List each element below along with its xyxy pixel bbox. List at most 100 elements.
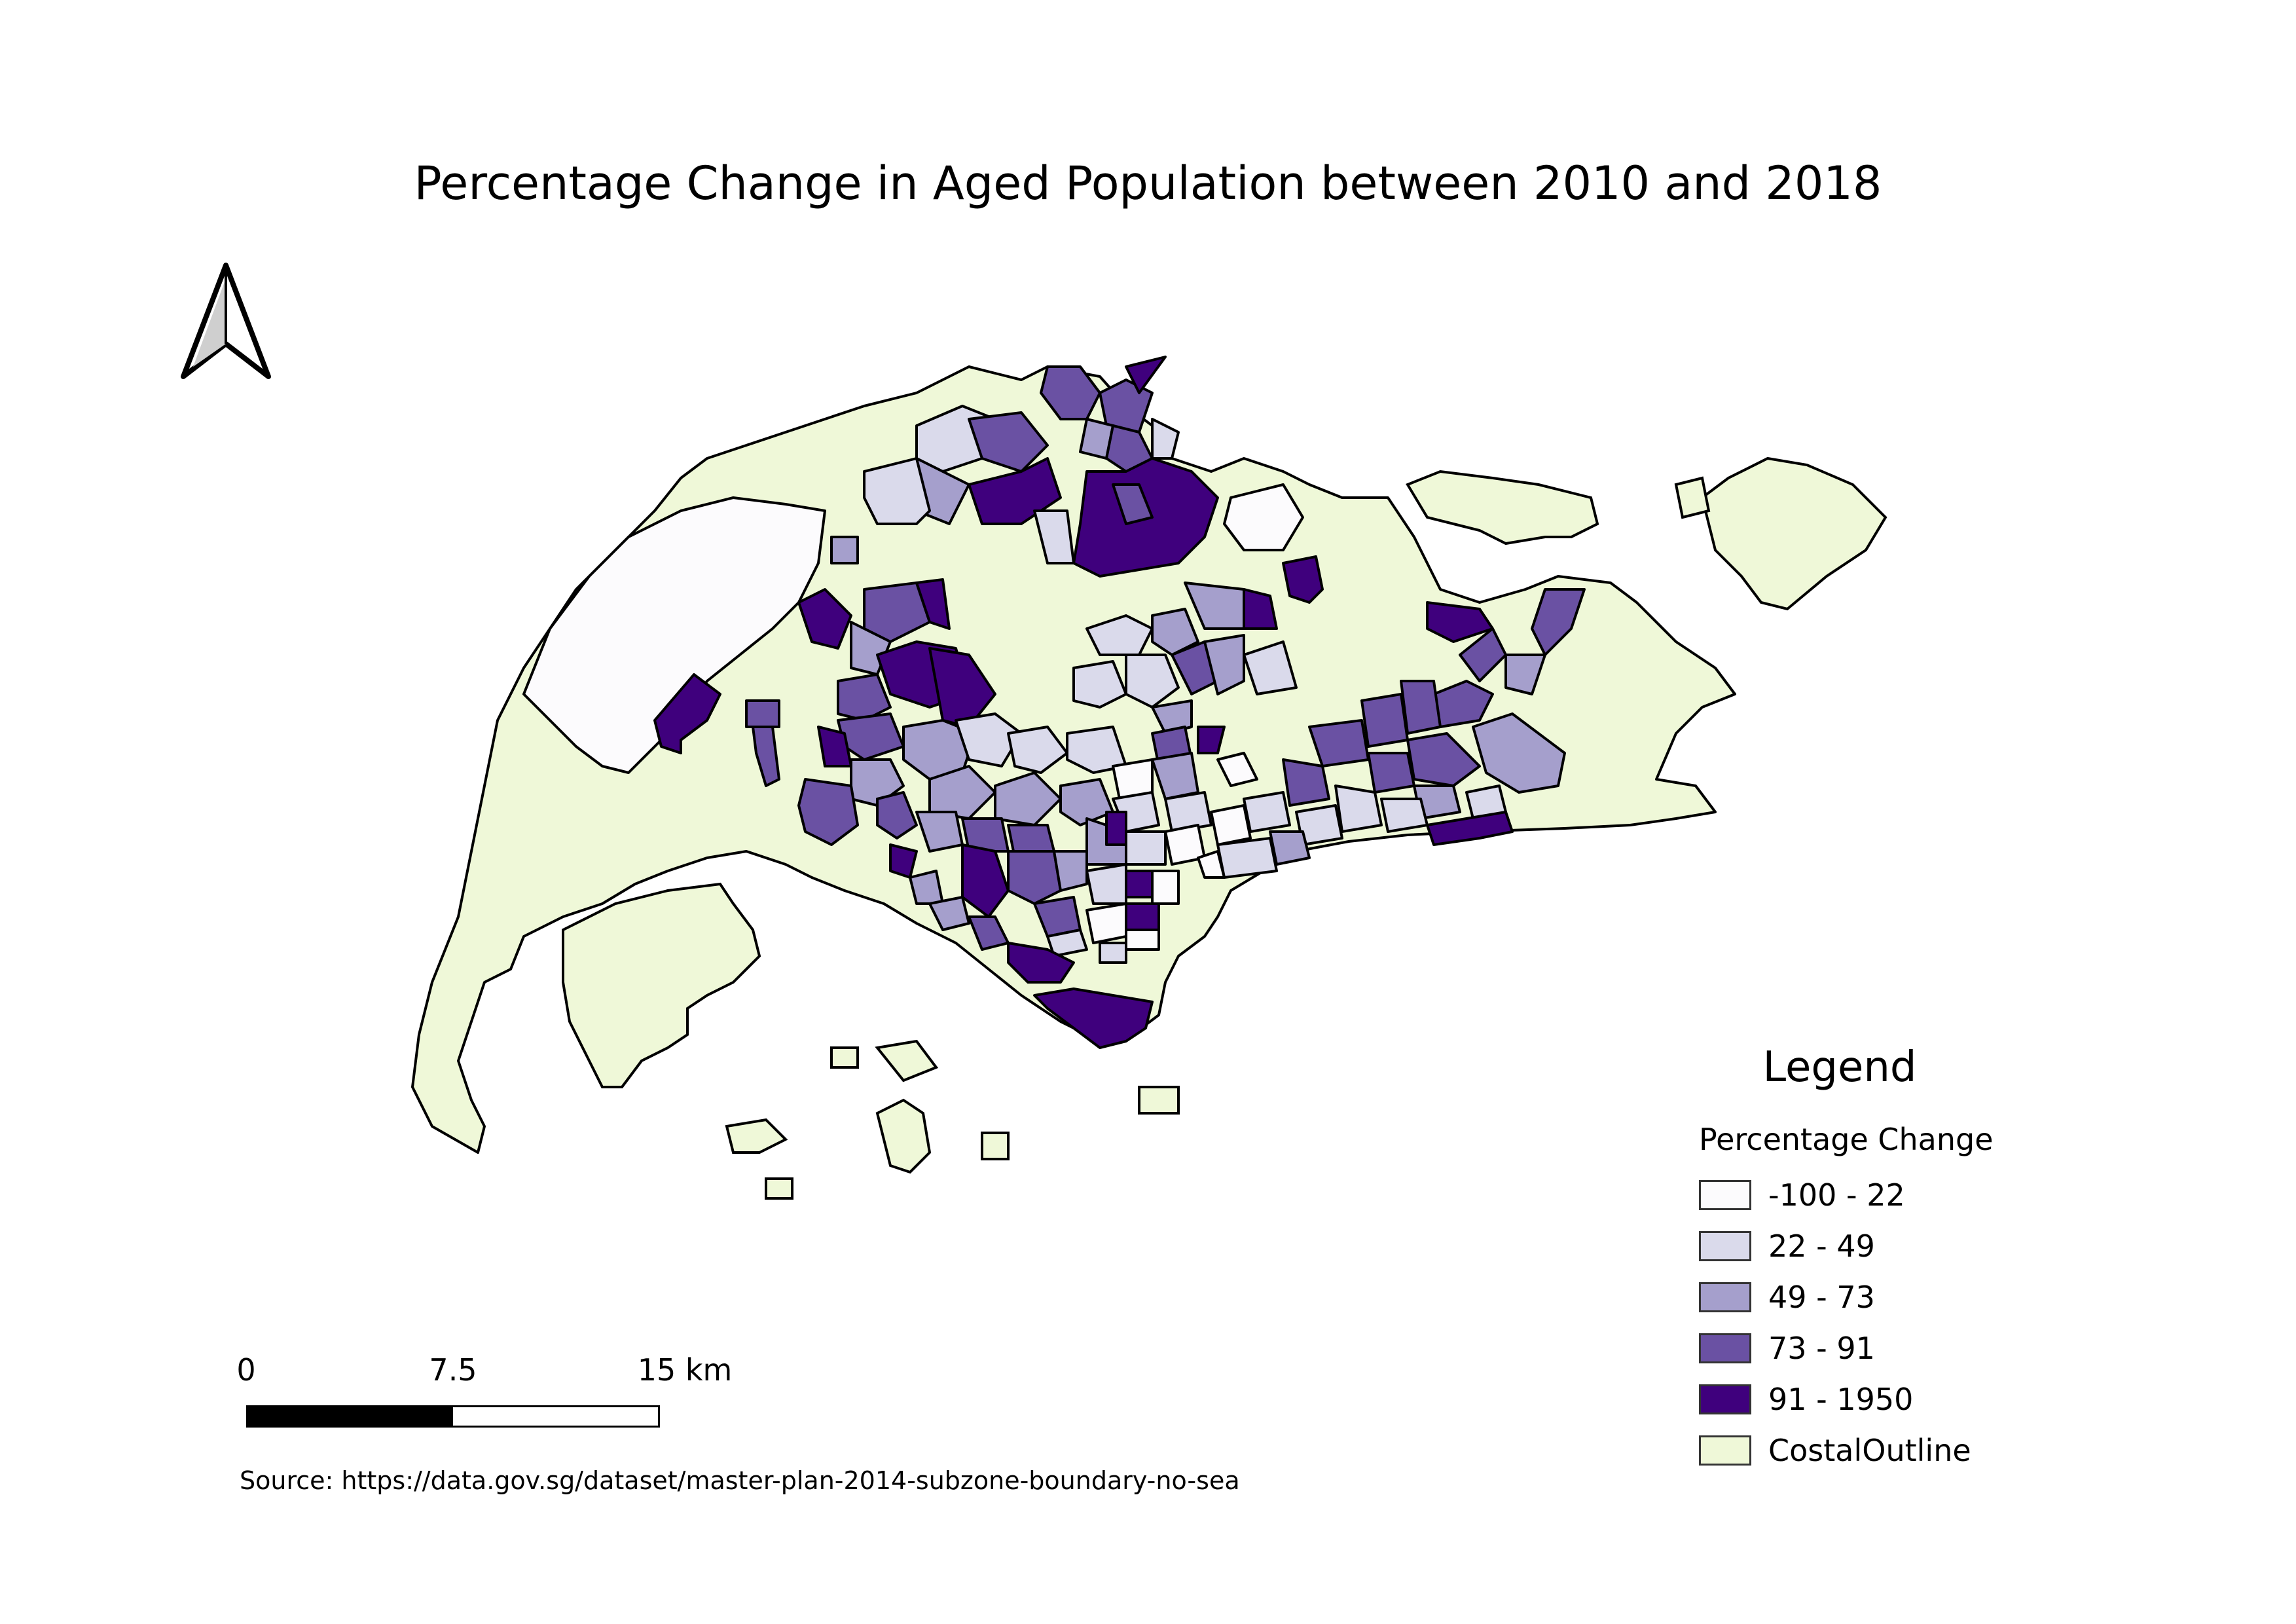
region-cw-4 — [915, 578, 951, 630]
region-sw-10 — [1007, 850, 1062, 905]
island-south-2 — [875, 1039, 939, 1082]
region-sw-1 — [876, 791, 918, 840]
region-cck-2 — [745, 699, 780, 728]
legend-item: 49 - 73 — [1699, 1272, 1971, 1323]
region-m-2 — [928, 765, 996, 820]
region-e-9 — [1472, 712, 1566, 794]
region-cw-1 — [830, 536, 859, 564]
region-c-4 — [1243, 588, 1278, 630]
region-cw-3 — [863, 581, 931, 643]
island-south-5 — [1138, 1086, 1180, 1115]
legend-list: -100 - 22 22 - 49 49 - 73 73 - 91 91 - 1… — [1699, 1170, 1971, 1476]
legend-label: 73 - 91 — [1768, 1331, 1875, 1366]
region-e-10 — [1406, 732, 1481, 787]
region-sembawang — [1033, 509, 1075, 564]
singapore-map — [411, 356, 1736, 1154]
region-cbd-3 — [1125, 830, 1167, 866]
region-e-19 — [1243, 791, 1291, 833]
region-e-6 — [1400, 680, 1442, 735]
legend-item: -100 - 22 — [1699, 1170, 1971, 1221]
region-m-10 — [1164, 791, 1212, 833]
region-cbd-10 — [1125, 902, 1160, 931]
region-cbd-5 — [1085, 863, 1127, 905]
island-small-ne — [1674, 476, 1711, 519]
legend-swatch — [1699, 1282, 1751, 1312]
region-m-5 — [1066, 726, 1127, 774]
source-caption: Source: https://data.gov.sg/dataset/mast… — [240, 1466, 1240, 1495]
legend-item: 91 - 1950 — [1699, 1374, 1971, 1425]
region-sw-7 — [961, 843, 1010, 918]
scale-label-end: 15 km — [637, 1352, 733, 1388]
region-e-20 — [1269, 830, 1311, 866]
region-bukit-batok-4 — [797, 778, 859, 846]
region-cck-3 — [752, 726, 780, 787]
region-cbd-7 — [1151, 870, 1180, 905]
region-e-21 — [1210, 804, 1252, 846]
scale-segment-black — [248, 1407, 453, 1426]
region-c-9 — [1243, 640, 1298, 695]
region-c-13 — [1216, 752, 1258, 787]
region-e-15 — [1426, 811, 1514, 846]
region-cbd-6 — [1125, 870, 1154, 898]
region-e-16 — [1334, 784, 1383, 833]
region-woodlands-3 — [1125, 356, 1167, 394]
island-ubin — [1700, 456, 1887, 611]
region-e-22 — [1216, 837, 1278, 879]
legend-swatch — [1699, 1180, 1751, 1210]
island-semakau — [875, 1098, 932, 1174]
region-ne-1 — [1282, 555, 1324, 604]
legend-swatch — [1699, 1231, 1751, 1261]
region-choa-chu-kang — [653, 673, 721, 754]
region-m-6 — [1059, 778, 1114, 826]
region-cw-2 — [797, 588, 852, 650]
region-cbd-8 — [1046, 929, 1088, 957]
legend-label: 49 - 73 — [1768, 1280, 1875, 1315]
region-e-3 — [1459, 627, 1507, 682]
region-c-10 — [1151, 699, 1193, 735]
legend-label: CostalOutline — [1768, 1433, 1971, 1468]
island-south-3 — [830, 1046, 859, 1069]
island-south-6 — [765, 1177, 793, 1200]
legend-swatch — [1699, 1384, 1751, 1414]
region-e-7 — [1360, 693, 1409, 748]
legend-item: CostalOutline — [1699, 1425, 1971, 1476]
region-c-5 — [1072, 660, 1127, 709]
region-e-2 — [1426, 601, 1494, 643]
north-arrow-icon — [181, 263, 271, 379]
island-south-1 — [725, 1118, 788, 1154]
legend-item: 22 - 49 — [1699, 1221, 1971, 1272]
scale-bar — [246, 1405, 660, 1428]
region-e-23 — [1197, 850, 1226, 879]
legend-label: 22 - 49 — [1768, 1228, 1875, 1264]
region-sentosa — [1033, 987, 1154, 1049]
island-south-4 — [981, 1132, 1010, 1160]
region-western-catchment — [522, 496, 826, 774]
region-cbd-13 — [1007, 942, 1075, 984]
legend-label: -100 - 22 — [1768, 1177, 1905, 1213]
region-c-8 — [1203, 634, 1245, 695]
scale-label-start: 0 — [236, 1352, 256, 1388]
region-sw-11 — [1053, 850, 1088, 892]
region-yishun-2 — [1112, 483, 1154, 525]
region-cw-8 — [837, 673, 892, 722]
region-cbd-9 — [1085, 902, 1127, 944]
legend-swatch — [1699, 1333, 1751, 1363]
island-jurong — [562, 882, 761, 1088]
region-e-11 — [1367, 752, 1415, 794]
offshore-islands — [562, 456, 1887, 1200]
legend-swatch — [1699, 1435, 1751, 1466]
region-woodlands-6 — [1151, 418, 1180, 460]
region-c-6 — [1125, 654, 1180, 709]
region-cbd-11 — [1125, 929, 1160, 951]
region-sw-8 — [928, 896, 970, 931]
legend-label: 91 - 1950 — [1768, 1382, 1914, 1417]
region-cbd-2 — [1105, 811, 1127, 846]
region-m-3 — [1007, 726, 1068, 774]
region-e-12 — [1282, 758, 1330, 807]
region-c-1 — [1085, 614, 1154, 656]
region-north-5 — [863, 457, 931, 525]
scale-label-mid: 7.5 — [429, 1352, 477, 1388]
region-north-3 — [968, 411, 1049, 473]
region-e-17 — [1380, 798, 1429, 833]
